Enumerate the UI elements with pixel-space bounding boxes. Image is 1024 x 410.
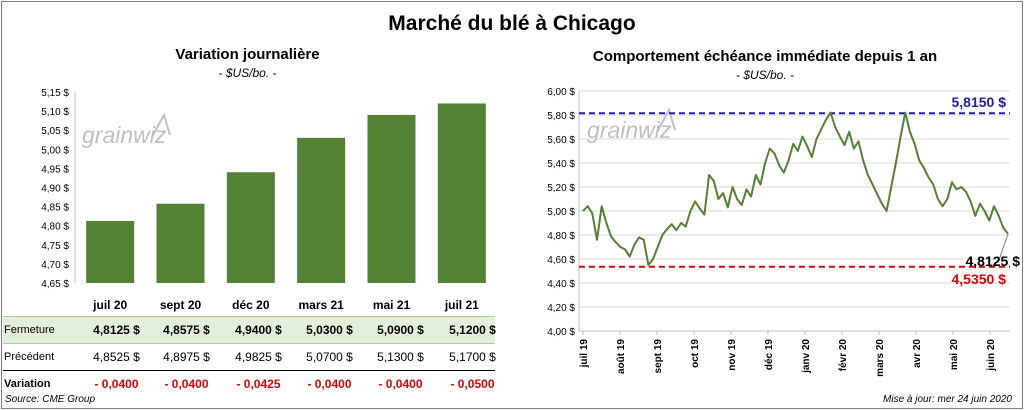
last-value-label: 4,8125 $ <box>966 253 1021 269</box>
x-tick-label: mai 20 <box>949 339 960 371</box>
table-cell: 5,1700 $ <box>449 350 496 364</box>
x-tick-label: juil 21 <box>444 298 479 312</box>
y-tick-label: 6,00 $ <box>547 87 575 98</box>
x-tick-label: mars 21 <box>298 298 344 312</box>
table-cell: 4,9825 $ <box>235 350 282 364</box>
table-cell: 5,1200 $ <box>449 323 496 337</box>
table-cell: 5,0300 $ <box>306 323 353 337</box>
x-tick-label: sept 20 <box>160 298 202 312</box>
y-tick-label: 5,60 $ <box>547 135 575 146</box>
table-cell: 5,0900 $ <box>377 323 424 337</box>
y-tick-label: 5,40 $ <box>547 159 575 170</box>
y-tick-label: 4,95 $ <box>41 164 69 175</box>
price-series-line <box>582 111 1009 266</box>
daily-change-bar-chart: 4,65 $ 4,70 $ 4,75 $ 4,80 $ 4,85 $ 4,90 $ 4,95… <box>41 88 486 312</box>
source-note: Source: CME Group <box>5 394 96 405</box>
table-cell: - 0,0400 <box>94 377 139 391</box>
y-tick-label: 4,75 $ <box>41 241 69 252</box>
low-label: 4,5350 $ <box>952 271 1007 287</box>
table-cell: 5,1300 $ <box>377 350 424 364</box>
x-tick-label: déc 19 <box>764 339 775 371</box>
y-tick-label: 4,65 $ <box>41 279 69 290</box>
y-tick-label: 5,10 $ <box>41 107 69 118</box>
table-cell: - 0,0425 <box>236 377 281 391</box>
row-label: Précédent <box>4 351 55 363</box>
table-row-fermeture: Fermeture 4,8125 $ 4,8575 $ 4,9400 $ 5,0… <box>3 316 496 344</box>
x-tick-label: mai 21 <box>373 298 411 312</box>
watermark-mark <box>656 107 676 133</box>
left-chart-subtitle: Variation journalière <box>175 46 320 63</box>
table-cell: 4,8975 $ <box>163 350 210 364</box>
y-tick-label: 4,90 $ <box>41 184 69 195</box>
bar <box>86 220 135 283</box>
row-label: Variation <box>4 378 51 390</box>
update-note: Mise à jour: mer 24 juin 2020 <box>883 394 1012 405</box>
y-tick-label: 4,00 $ <box>547 327 575 338</box>
x-tick-label: mars 20 <box>875 339 886 377</box>
page-title: Marché du blé à Chicago <box>388 12 636 35</box>
table-cell: 4,8575 $ <box>163 323 210 337</box>
y-tick-label: 4,80 $ <box>547 231 575 242</box>
y-tick-label: 5,00 $ <box>547 207 575 218</box>
y-tick-label: 5,80 $ <box>547 111 575 122</box>
bar <box>297 137 346 283</box>
y-tick-label: 5,00 $ <box>41 145 69 156</box>
prices-table: Fermeture 4,8125 $ 4,8575 $ 4,9400 $ 5,0… <box>3 316 496 397</box>
left-chart-unit: - $US/bo. - <box>218 66 277 80</box>
table-cell: 4,8525 $ <box>93 350 140 364</box>
x-tick-label: févr 20 <box>838 339 849 372</box>
bar <box>437 103 486 284</box>
table-cell: 4,8125 $ <box>93 323 140 337</box>
x-tick-label: avr 20 <box>912 339 923 368</box>
x-tick-label: sept 19 <box>653 339 664 374</box>
x-tick-label: août 19 <box>616 339 627 374</box>
y-tick-label: 4,60 $ <box>547 255 575 266</box>
table-cell: 4,9400 $ <box>235 323 282 337</box>
x-tick-label: nov 19 <box>727 339 738 371</box>
bar <box>156 203 205 283</box>
y-tick-label: 4,20 $ <box>547 303 575 314</box>
y-tick-label: 4,80 $ <box>41 222 69 233</box>
high-label: 5,8150 $ <box>952 94 1007 110</box>
y-tick-label: 5,20 $ <box>547 183 575 194</box>
x-tick-label: juil 20 <box>92 298 127 312</box>
watermark-mark <box>151 112 171 138</box>
x-tick-label: janv 20 <box>801 339 812 374</box>
table-row-variation: Variation - 0,0400 - 0,0400 - 0,0425 - 0… <box>3 371 495 397</box>
table-cell: - 0,0400 <box>378 377 423 391</box>
x-tick-label: juil 19 <box>579 339 590 369</box>
right-chart-subtitle: Comportement échéance immédiate depuis 1… <box>592 48 938 65</box>
bar <box>226 172 275 283</box>
y-tick-label: 4,70 $ <box>41 260 69 271</box>
table-cell: - 0,0500 <box>450 377 495 391</box>
row-label: Fermeture <box>4 324 55 336</box>
table-row-precedent: Précédent 4,8525 $ 4,8975 $ 4,9825 $ 5,0… <box>3 344 496 371</box>
x-tick-label: oct 19 <box>690 339 701 368</box>
y-tick-label: 4,40 $ <box>547 279 575 290</box>
bar <box>367 114 416 283</box>
right-chart-unit: - $US/bo. - <box>735 68 795 82</box>
y-tick-label: 5,15 $ <box>41 88 69 99</box>
table-cell: - 0,0400 <box>307 377 352 391</box>
x-tick-label: déc 20 <box>232 298 270 312</box>
y-tick-label: 5,05 $ <box>41 126 69 137</box>
table-cell: 5,0700 $ <box>306 350 353 364</box>
one-year-line-chart: 4,00 $ 4,20 $ 4,40 $ 4,60 $ 4,80 $ 5,00 $ 5,20… <box>547 87 1021 377</box>
y-tick-label: 4,85 $ <box>41 203 69 214</box>
table-cell: - 0,0400 <box>164 377 209 391</box>
last-value-leader <box>997 233 1009 263</box>
x-tick-label: juin 20 <box>986 339 997 372</box>
